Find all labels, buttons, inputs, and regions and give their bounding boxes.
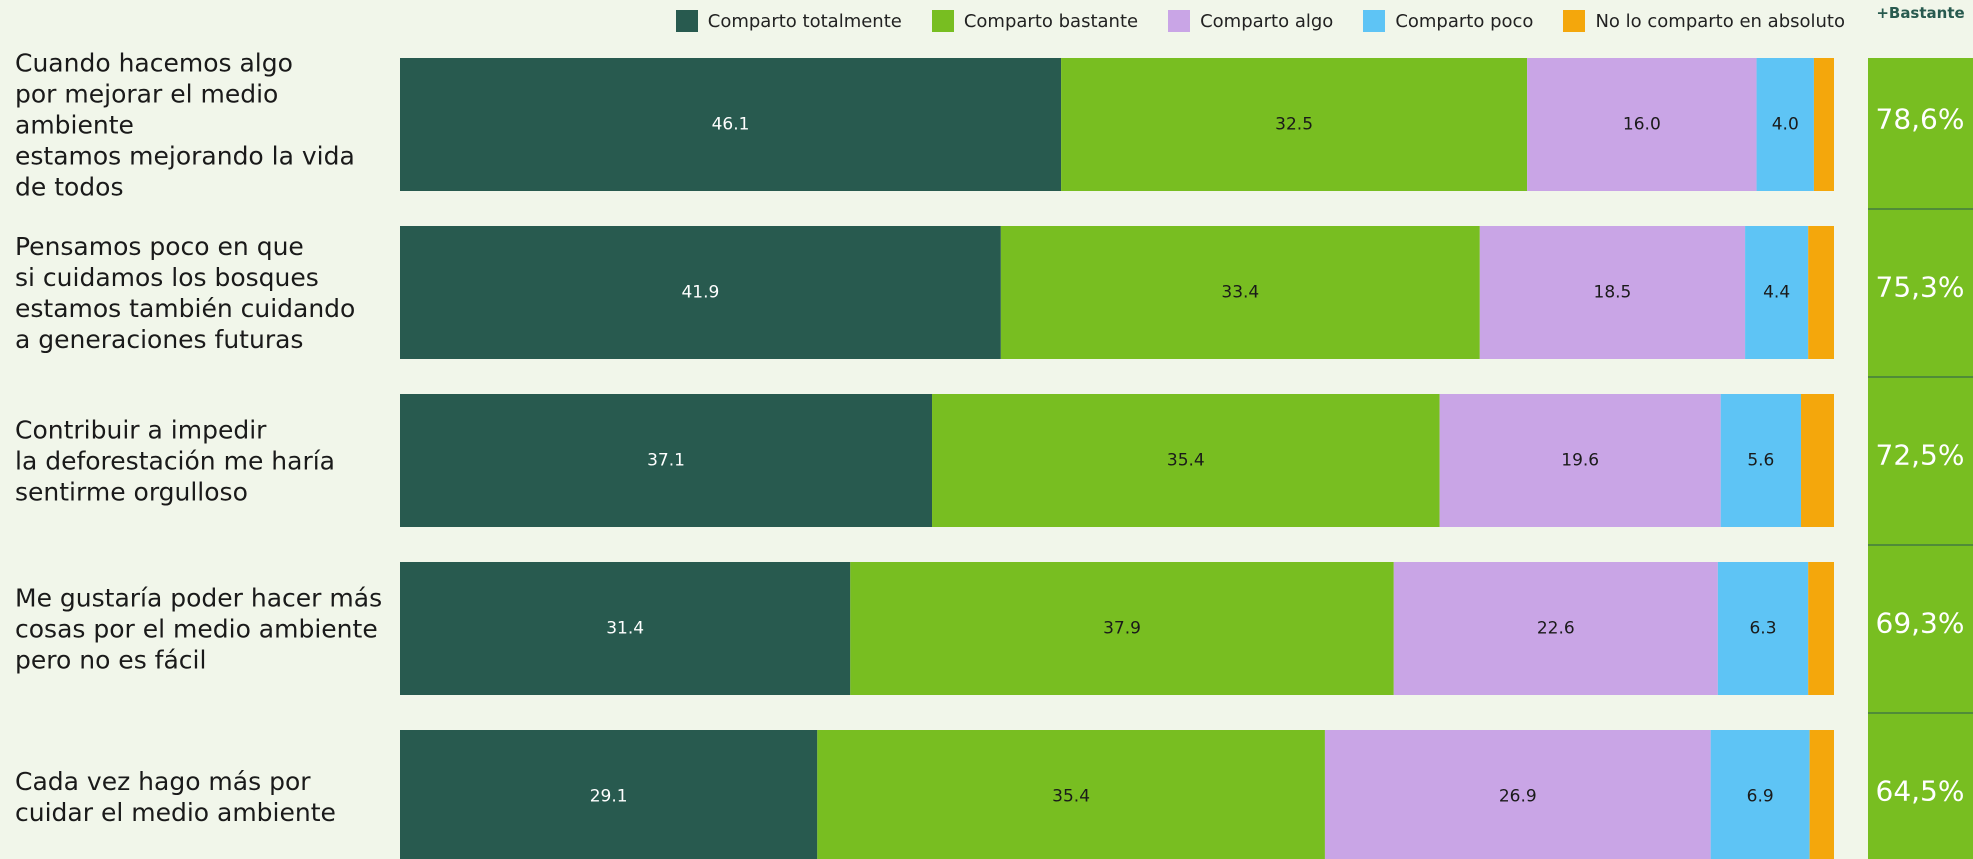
bar-segment xyxy=(1801,394,1834,527)
data-label: 33.4 xyxy=(1221,283,1259,303)
bar-segment xyxy=(1393,562,1718,695)
bar-segment xyxy=(1324,730,1711,859)
total-value: 75,3% xyxy=(1876,271,1965,304)
legend-label: Comparto poco xyxy=(1395,10,1534,32)
legend-swatch xyxy=(1168,10,1191,32)
data-label: 35.4 xyxy=(1167,451,1205,471)
data-label: 35.4 xyxy=(1052,787,1090,807)
bar-segment xyxy=(817,730,1325,859)
category-label: Cada vez hago más por cuidar el medio am… xyxy=(15,766,336,827)
data-label: 29.1 xyxy=(590,787,628,807)
category-label: Contribuir a impedir la deforestación me… xyxy=(15,415,335,506)
bar-segment xyxy=(932,394,1440,527)
totals-column xyxy=(1868,58,1973,859)
legend-label: No lo comparto en absoluto xyxy=(1595,10,1845,32)
legend-item: Comparto bastante xyxy=(931,10,1139,32)
legend-swatch xyxy=(1563,10,1586,32)
data-label: 6.3 xyxy=(1749,619,1776,639)
bar-segment xyxy=(1061,58,1528,191)
bar-segment xyxy=(1479,226,1746,359)
legend-label: Comparto algo xyxy=(1200,10,1334,32)
legend-swatch xyxy=(1363,10,1386,32)
total-value: 78,6% xyxy=(1876,103,1965,136)
legend-label: Comparto bastante xyxy=(963,10,1139,32)
bar-segment xyxy=(1813,58,1834,191)
category-label: Pensamos poco en que si cuidamos los bos… xyxy=(15,231,356,354)
total-value: 72,5% xyxy=(1876,439,1965,472)
bar-segment xyxy=(1000,226,1480,359)
data-label: 18.5 xyxy=(1594,283,1632,303)
bar-segment xyxy=(1527,58,1757,191)
legend-item: No lo comparto en absoluto xyxy=(1563,10,1845,32)
bar-segment xyxy=(1717,562,1809,695)
bar-segment xyxy=(1808,226,1834,359)
legend-swatch xyxy=(675,10,698,32)
bar-segment xyxy=(850,562,1394,695)
data-label: 37.1 xyxy=(647,451,685,471)
data-label: 4.0 xyxy=(1772,115,1799,135)
totals-header: +Bastante xyxy=(1876,4,1965,22)
bar-segment xyxy=(400,562,851,695)
legend-item: Comparto poco xyxy=(1363,10,1533,32)
data-label: 46.1 xyxy=(712,115,750,135)
legend-item: Comparto totalmente xyxy=(675,10,902,32)
bar-segment xyxy=(400,394,933,527)
data-label: 32.5 xyxy=(1275,115,1313,135)
data-label: 22.6 xyxy=(1537,619,1575,639)
data-label: 26.9 xyxy=(1499,787,1537,807)
bar-segment xyxy=(400,226,1001,359)
bar-segment xyxy=(1808,562,1834,695)
data-label: 41.9 xyxy=(681,283,719,303)
bar-segment xyxy=(1439,394,1721,527)
data-label: 16.0 xyxy=(1623,115,1661,135)
bar-segment xyxy=(1720,394,1802,527)
category-label: Me gustaría poder hacer más cosas por el… xyxy=(15,583,383,674)
legend-label: Comparto totalmente xyxy=(707,10,902,32)
data-label: 19.6 xyxy=(1561,451,1599,471)
bar-segment xyxy=(1745,226,1809,359)
bar-segment xyxy=(1756,58,1814,191)
data-label: 4.4 xyxy=(1763,283,1790,303)
total-value: 69,3% xyxy=(1876,607,1965,640)
legend: Comparto totalmente Comparto bastante Comp… xyxy=(675,10,1845,32)
data-label: 5.6 xyxy=(1747,451,1774,471)
legend-swatch xyxy=(931,10,954,32)
data-label: 6.9 xyxy=(1747,787,1774,807)
category-label: Cuando hacemos algo por mejorar el medio… xyxy=(15,48,355,201)
bar-segment xyxy=(400,58,1062,191)
legend-item: Comparto algo xyxy=(1168,10,1333,32)
total-value: 64,5% xyxy=(1876,775,1965,808)
data-label: 31.4 xyxy=(606,619,644,639)
bar-segment xyxy=(1809,730,1834,859)
bar-segment xyxy=(1710,730,1810,859)
bar-segment xyxy=(400,730,818,859)
data-label: 37.9 xyxy=(1103,619,1141,639)
